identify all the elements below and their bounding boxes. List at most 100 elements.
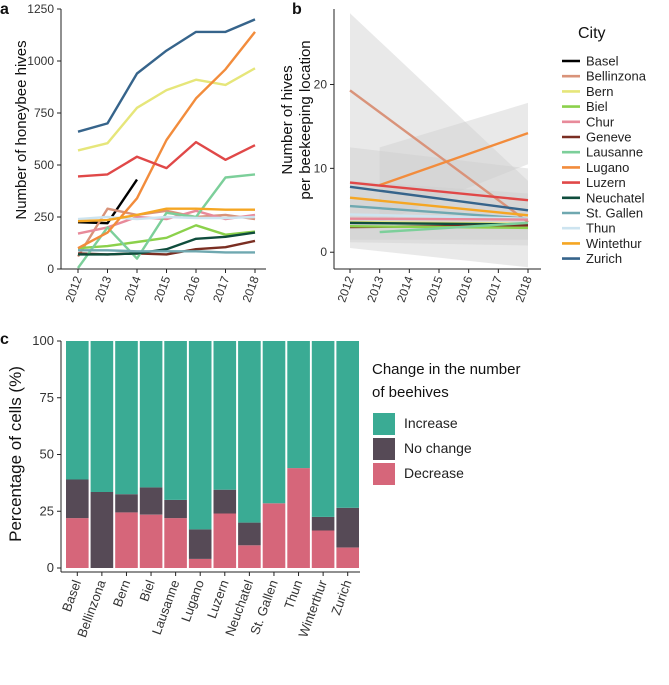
panel-b-trend-thun (349, 213, 529, 220)
panel-a-x-tick-label: 2014 (122, 274, 144, 304)
panel-b-x-tick-label: 2012 (335, 274, 357, 304)
bar-increase-lausanne (164, 341, 187, 500)
bar-decrease-bern (115, 512, 138, 568)
panel-b-trend-zurich (349, 185, 529, 212)
panel-a-series-biel (77, 224, 256, 250)
panel-c-label: c (0, 331, 9, 348)
panel-b-trend-chur (349, 217, 529, 221)
panel-a-line-chart: Number of honeybee hives 0 250 500 750 1000 1… (13, 2, 266, 304)
bar-decrease-basel (66, 518, 89, 568)
bar-increase-biel (139, 341, 163, 488)
bar-decrease-thun (287, 468, 310, 568)
panel-b-trend-bellinzona (349, 89, 529, 223)
panel-b-trend-biel (349, 225, 529, 230)
bar-decrease-neuchatel (238, 545, 261, 568)
panel-a-y-tick-label: 1250 (27, 2, 54, 16)
panel-b-trend-lausanne (379, 221, 529, 234)
bar-increase-bellinzona (90, 341, 114, 492)
city-legend-label-luzern: Luzern (586, 175, 626, 190)
panel-b-x-tick-label: 2018 (513, 274, 535, 304)
city-legend-title: City (578, 25, 606, 42)
bar-no-change-bern (115, 494, 138, 513)
bar-decrease-lugano (188, 558, 212, 568)
bar-decrease-biel (139, 514, 163, 568)
city-legend-label-st-gallen: St. Gallen (586, 206, 643, 221)
bar-decrease-winterthur (311, 530, 335, 568)
panel-a-x-tick-label: 2016 (181, 274, 203, 304)
city-legend-label-bern: Bern (586, 84, 613, 99)
bar-decrease-st-gallen (262, 503, 286, 568)
panel-b-y-tick-label: 0 (320, 245, 327, 259)
panel-c-y-tick-label: 100 (32, 333, 54, 348)
panel-a-y-axis-title: Number of honeybee hives (13, 40, 30, 219)
panel-a-y-tick-label: 250 (34, 210, 54, 224)
panel-b-y-axis-title-line2: per beekeeping location (297, 40, 314, 199)
panel-a-y-tick-label: 750 (34, 106, 54, 120)
panel-b-x-tick-label: 2015 (424, 274, 446, 304)
panel-a-series-luzern (77, 140, 256, 178)
panel-c-y-axis-title: Percentage of cells (%) (6, 366, 25, 542)
panel-b-trend-luzern (349, 181, 529, 202)
panel-b-y-tick-label: 10 (314, 161, 328, 175)
panel-a-x-tick-label: 2012 (63, 274, 85, 304)
panel-c-y-tick-label: 0 (47, 560, 54, 575)
panel-b-y-tick-label: 20 (314, 77, 328, 91)
change-legend-title-line2: of beehives (372, 384, 449, 401)
panel-a-y-tick-label: 1000 (27, 54, 54, 68)
panel-c-x-tick-label: Basel (59, 578, 84, 614)
panel-a-series-lausanne (77, 173, 256, 269)
city-legend-label-basel: Basel (586, 54, 619, 69)
panel-c-x-tick-label: Bern (110, 578, 133, 609)
panel-a-x-tick-label: 2015 (151, 274, 173, 304)
change-legend-title-line1: Change in the number (372, 361, 520, 378)
change-legend: Change in the number of beehives Increas… (372, 361, 520, 485)
city-legend-label-lugano: Lugano (586, 160, 629, 175)
panel-a-series-wintethur (77, 207, 255, 223)
panel-b-trend-lugano (379, 131, 529, 187)
panel-a-y-tick-label: 500 (34, 158, 54, 172)
bar-increase-st-gallen (262, 341, 286, 504)
panel-b-x-tick-label: 2017 (483, 274, 505, 304)
change-legend-label-decrease: Decrease (404, 465, 464, 481)
bar-increase-zurich (336, 341, 359, 508)
bar-no-change-lausanne (164, 499, 187, 519)
city-legend-label-wintethur: Wintethur (586, 236, 642, 251)
panel-b-confidence-band (379, 102, 528, 223)
panel-c-x-tick-label: Lugano (178, 578, 207, 624)
panel-a-series-st-gallen (78, 249, 255, 254)
panel-a-series-basel (77, 178, 138, 225)
bar-no-change-neuchatel (238, 522, 261, 546)
panel-a-series-bern (77, 67, 256, 152)
panel-b-x-tick-label: 2013 (364, 274, 386, 304)
bar-decrease-lausanne (164, 518, 187, 568)
change-legend-swatch-decrease (373, 463, 395, 485)
panel-a-series-zurich (77, 18, 256, 133)
city-legend: City BaselBellinzonaBernBielChurGeneveLa… (562, 25, 647, 266)
panel-a-x-tick-label: 2017 (210, 274, 232, 304)
bar-decrease-luzern (213, 513, 237, 568)
panel-a-series-thun (77, 215, 256, 221)
change-legend-label-increase: Increase (404, 415, 458, 431)
panel-c-y-tick-label: 50 (40, 447, 54, 462)
panel-b-y-axis-title-line1: Number of hives (279, 65, 296, 174)
change-legend-swatch-increase (373, 413, 395, 435)
bar-no-change-winterthur (311, 516, 335, 531)
bar-increase-luzern (213, 341, 237, 490)
city-legend-label-thun: Thun (586, 221, 616, 236)
bar-increase-lugano (188, 341, 212, 530)
panel-b-trend-chart: Number of hives per beekeeping location … (279, 9, 541, 304)
panel-c-x-tick-label: Thun (281, 578, 305, 611)
bar-no-change-bellinzona (90, 492, 114, 568)
city-legend-label-geneve: Geneve (586, 130, 632, 145)
bar-increase-thun (287, 341, 310, 469)
panel-b-trend-st-gallen (349, 204, 529, 220)
bar-no-change-luzern (213, 489, 237, 514)
bar-increase-basel (66, 341, 89, 480)
city-legend-label-lausanne: Lausanne (586, 145, 643, 160)
panel-b-label: b (292, 1, 302, 18)
panel-a-series-neuchatel (78, 231, 256, 256)
bar-no-change-biel (139, 487, 163, 515)
bar-no-change-basel (66, 479, 89, 519)
